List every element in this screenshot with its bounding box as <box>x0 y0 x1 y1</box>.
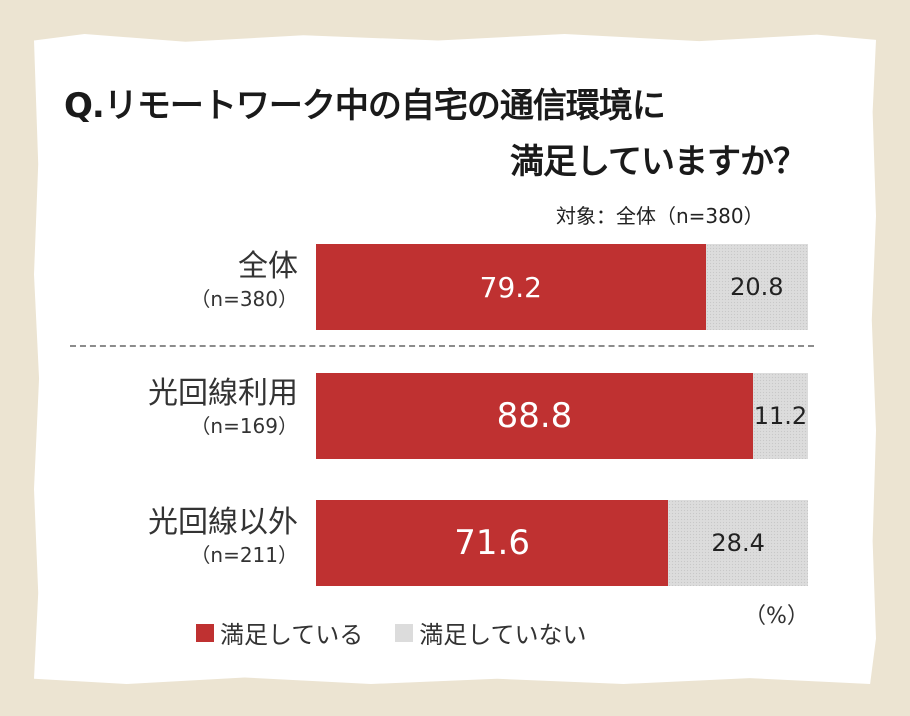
legend-swatch-unsatisfied <box>395 623 414 642</box>
stacked-bar: 71.6 28.4 <box>316 500 808 586</box>
legend-label: 満足している <box>220 621 364 649</box>
data-label: 20.8 <box>730 273 784 301</box>
stacked-bar: 79.2 20.8 <box>316 244 808 330</box>
legend-label: 満足していない <box>419 621 587 649</box>
category-sample-size: （n=380） <box>190 287 298 311</box>
category-label: 光回線利用 （n=169） <box>148 375 298 439</box>
stacked-bar: 88.8 11.2 <box>316 373 808 459</box>
divider-line <box>70 345 814 347</box>
bar-segment-satisfied: 79.2 <box>316 244 706 330</box>
bar-segment-satisfied: 71.6 <box>316 500 669 586</box>
category-name: 全体 <box>238 249 298 284</box>
chart-subtitle: 対象：全体（n=380） <box>556 204 764 228</box>
category-name: 光回線以外 <box>148 505 298 540</box>
chart-title-line2: 満足していますか？ <box>510 142 807 182</box>
data-label: 88.8 <box>496 396 573 436</box>
legend-item: 満足している <box>196 615 363 650</box>
data-label: 71.6 <box>454 523 530 563</box>
chart-title-line1: Q.リモートワーク中の自宅の通信環境に <box>64 86 666 126</box>
category-sample-size: （n=211） <box>190 543 298 567</box>
category-label: 光回線以外 （n=211） <box>148 504 298 568</box>
legend: 満足している 満足していない <box>196 615 619 650</box>
bar-segment-unsatisfied: 11.2 <box>752 373 808 459</box>
data-label: 11.2 <box>753 402 808 430</box>
category-sample-size: （n=169） <box>190 414 298 438</box>
bar-segment-unsatisfied: 28.4 <box>668 500 808 586</box>
unit-label: （%） <box>744 604 809 629</box>
legend-swatch-satisfied <box>196 623 214 642</box>
data-label: 79.2 <box>479 270 542 304</box>
bar-segment-unsatisfied: 20.8 <box>705 244 808 330</box>
chart-card <box>34 34 876 684</box>
legend-item: 満足していない <box>395 615 587 650</box>
category-label: 全体 （n=380） <box>190 248 298 312</box>
bar-segment-satisfied: 88.8 <box>316 373 753 459</box>
data-label: 28.4 <box>711 529 765 557</box>
category-name: 光回線利用 <box>148 376 298 411</box>
